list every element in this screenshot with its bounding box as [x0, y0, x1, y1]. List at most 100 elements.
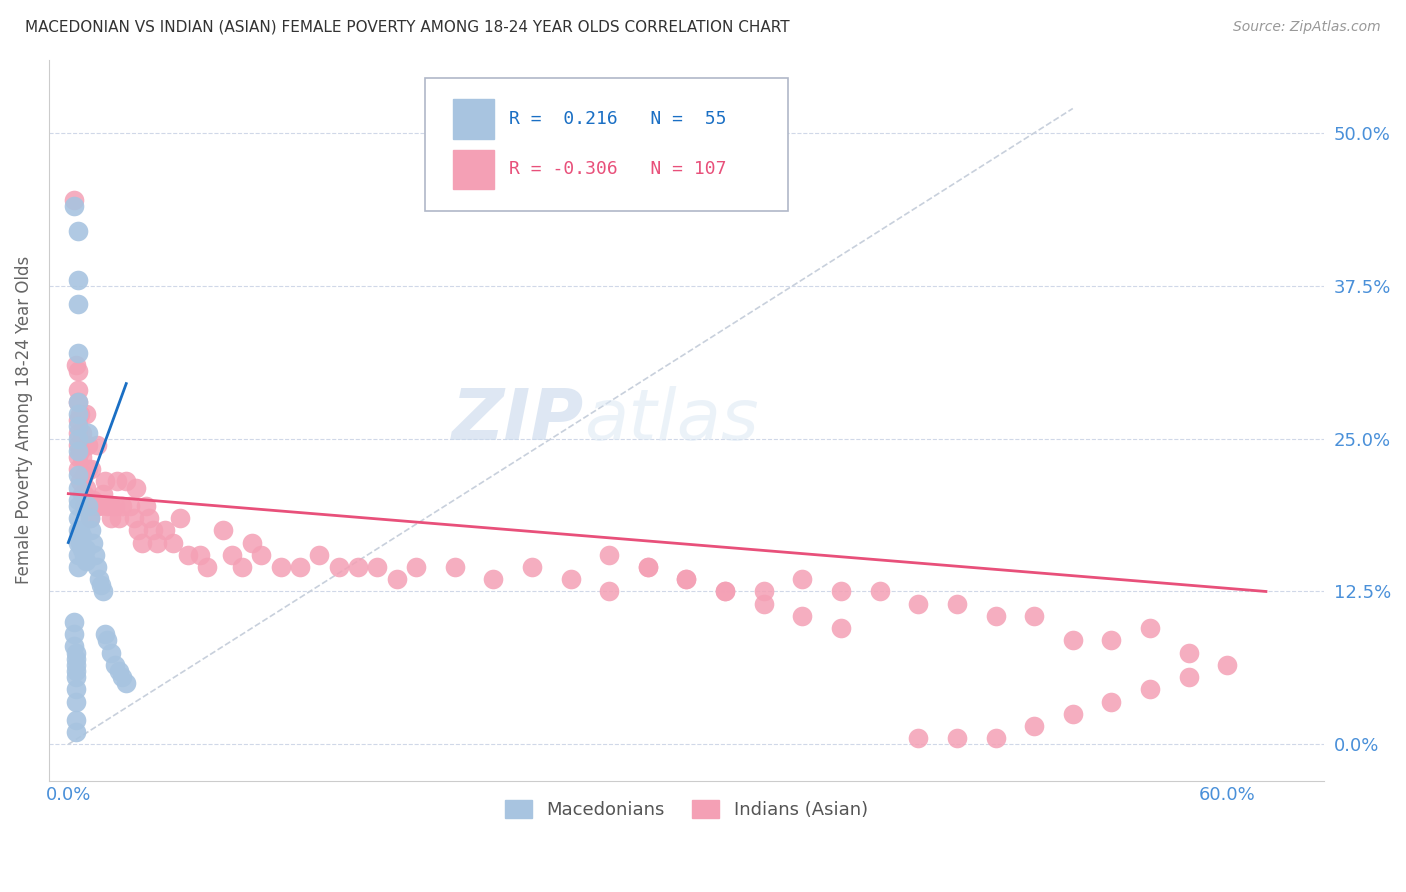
- Point: [308, 548, 330, 562]
- Point: [907, 597, 929, 611]
- Point: [84, 499, 107, 513]
- Point: [63, 615, 86, 629]
- Point: [79, 511, 101, 525]
- Point: [443, 560, 465, 574]
- Point: [66, 511, 89, 525]
- Point: [211, 524, 233, 538]
- Point: [195, 560, 218, 574]
- Point: [792, 609, 814, 624]
- Point: [115, 475, 138, 489]
- Point: [65, 664, 87, 678]
- Point: [946, 731, 969, 746]
- Point: [111, 670, 134, 684]
- Point: [1177, 670, 1199, 684]
- Point: [328, 560, 350, 574]
- Point: [80, 524, 103, 538]
- Point: [946, 597, 969, 611]
- Point: [1139, 621, 1161, 635]
- Point: [1062, 633, 1084, 648]
- Point: [131, 535, 153, 549]
- Point: [79, 511, 101, 525]
- Point: [86, 499, 108, 513]
- Point: [75, 554, 97, 568]
- Point: [752, 597, 775, 611]
- Point: [65, 646, 87, 660]
- Point: [830, 584, 852, 599]
- Point: [63, 193, 86, 207]
- Point: [66, 462, 89, 476]
- Point: [115, 676, 138, 690]
- Point: [240, 535, 263, 549]
- Point: [84, 548, 107, 562]
- FancyBboxPatch shape: [425, 78, 789, 211]
- Point: [598, 548, 620, 562]
- Point: [153, 524, 176, 538]
- Point: [1216, 657, 1239, 672]
- Text: MACEDONIAN VS INDIAN (ASIAN) FEMALE POVERTY AMONG 18-24 YEAR OLDS CORRELATION CH: MACEDONIAN VS INDIAN (ASIAN) FEMALE POVE…: [25, 20, 790, 35]
- Point: [70, 541, 93, 556]
- Point: [250, 548, 273, 562]
- Point: [66, 535, 89, 549]
- Point: [560, 572, 582, 586]
- Point: [76, 499, 98, 513]
- Point: [66, 395, 89, 409]
- Point: [66, 224, 89, 238]
- Point: [66, 364, 89, 378]
- Point: [752, 584, 775, 599]
- Point: [869, 584, 891, 599]
- Point: [73, 486, 96, 500]
- Point: [100, 646, 122, 660]
- Point: [792, 572, 814, 586]
- Y-axis label: Female Poverty Among 18-24 Year Olds: Female Poverty Among 18-24 Year Olds: [15, 256, 32, 584]
- Point: [65, 651, 87, 665]
- Text: Source: ZipAtlas.com: Source: ZipAtlas.com: [1233, 20, 1381, 34]
- Point: [347, 560, 370, 574]
- Point: [66, 524, 89, 538]
- Point: [80, 462, 103, 476]
- Point: [76, 499, 98, 513]
- Text: ZIP: ZIP: [453, 386, 585, 455]
- Point: [65, 725, 87, 739]
- Point: [65, 713, 87, 727]
- Point: [1139, 682, 1161, 697]
- Point: [637, 560, 659, 574]
- Point: [100, 511, 122, 525]
- Point: [70, 529, 93, 543]
- Point: [75, 541, 97, 556]
- Point: [138, 511, 160, 525]
- Point: [63, 199, 86, 213]
- Point: [637, 560, 659, 574]
- Legend: Macedonians, Indians (Asian): Macedonians, Indians (Asian): [498, 792, 875, 826]
- Point: [66, 407, 89, 421]
- Point: [80, 499, 103, 513]
- Point: [107, 664, 129, 678]
- Point: [107, 511, 129, 525]
- Point: [135, 499, 157, 513]
- Point: [66, 346, 89, 360]
- Point: [69, 407, 91, 421]
- Point: [520, 560, 543, 574]
- Point: [86, 438, 108, 452]
- Point: [984, 609, 1007, 624]
- Point: [66, 297, 89, 311]
- Point: [91, 486, 114, 500]
- Point: [65, 670, 87, 684]
- Text: R =  0.216   N =  55: R = 0.216 N = 55: [509, 110, 727, 128]
- Point: [1062, 706, 1084, 721]
- Point: [70, 486, 93, 500]
- Point: [1024, 719, 1046, 733]
- Point: [73, 468, 96, 483]
- Point: [104, 499, 127, 513]
- Point: [76, 462, 98, 476]
- Point: [66, 481, 89, 495]
- Point: [120, 499, 142, 513]
- Point: [94, 627, 117, 641]
- Point: [288, 560, 311, 574]
- Point: [385, 572, 408, 586]
- Bar: [453, 99, 494, 139]
- Point: [270, 560, 292, 574]
- Point: [104, 657, 127, 672]
- Point: [65, 694, 87, 708]
- Point: [66, 450, 89, 464]
- Point: [66, 395, 89, 409]
